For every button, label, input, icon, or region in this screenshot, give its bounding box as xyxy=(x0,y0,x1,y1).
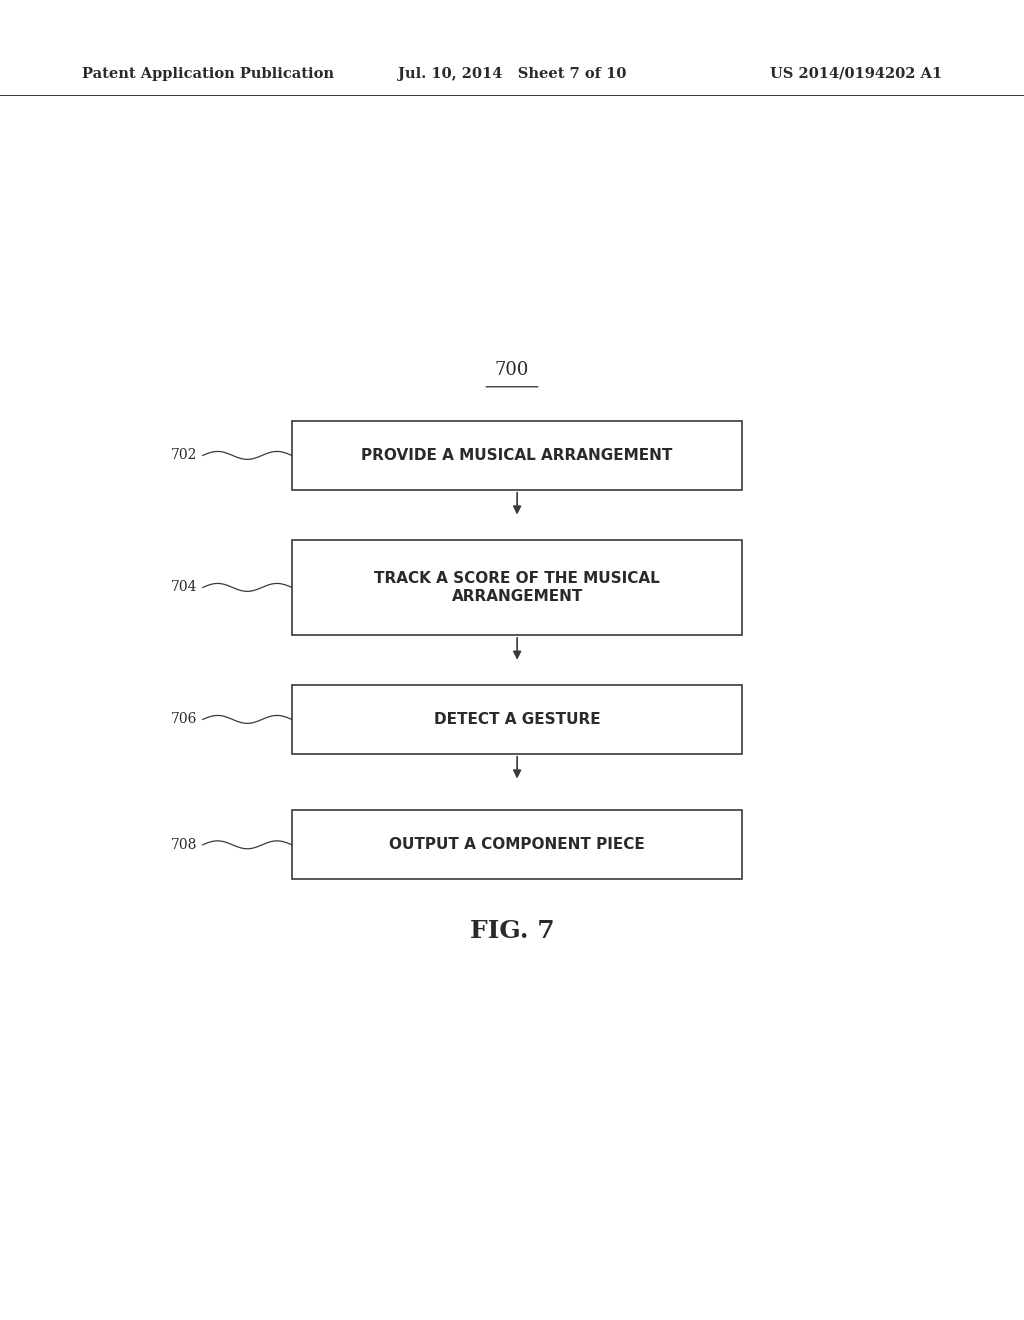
Text: OUTPUT A COMPONENT PIECE: OUTPUT A COMPONENT PIECE xyxy=(389,837,645,853)
Text: 702: 702 xyxy=(171,449,198,462)
FancyBboxPatch shape xyxy=(292,421,742,490)
Text: 700: 700 xyxy=(495,360,529,379)
FancyBboxPatch shape xyxy=(292,540,742,635)
Text: US 2014/0194202 A1: US 2014/0194202 A1 xyxy=(770,67,942,81)
FancyBboxPatch shape xyxy=(292,685,742,754)
Text: TRACK A SCORE OF THE MUSICAL
ARRANGEMENT: TRACK A SCORE OF THE MUSICAL ARRANGEMENT xyxy=(374,572,660,603)
Text: 708: 708 xyxy=(171,838,198,851)
Text: 704: 704 xyxy=(171,581,198,594)
Text: PROVIDE A MUSICAL ARRANGEMENT: PROVIDE A MUSICAL ARRANGEMENT xyxy=(361,447,673,463)
Text: Patent Application Publication: Patent Application Publication xyxy=(82,67,334,81)
Text: 706: 706 xyxy=(171,713,198,726)
FancyBboxPatch shape xyxy=(292,810,742,879)
Text: Jul. 10, 2014   Sheet 7 of 10: Jul. 10, 2014 Sheet 7 of 10 xyxy=(397,67,627,81)
Text: FIG. 7: FIG. 7 xyxy=(470,919,554,942)
Text: DETECT A GESTURE: DETECT A GESTURE xyxy=(434,711,600,727)
